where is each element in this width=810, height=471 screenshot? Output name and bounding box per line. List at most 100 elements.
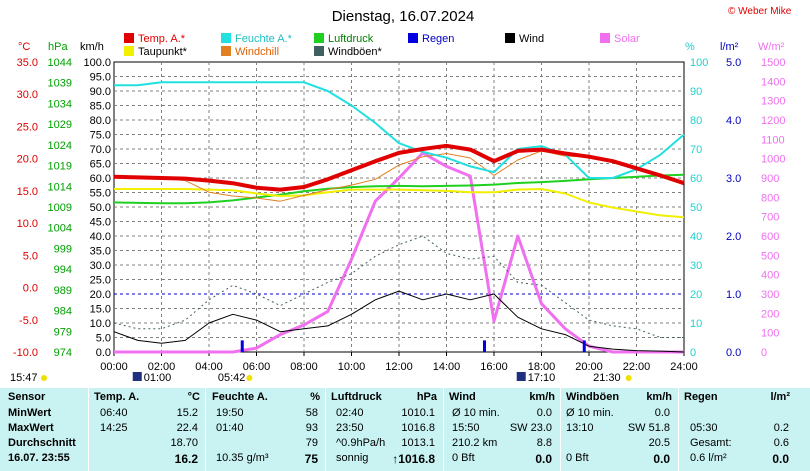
cell-left: 02:40 <box>336 407 364 419</box>
legend-swatch <box>505 33 515 43</box>
header-label: Windböen <box>566 391 620 403</box>
humidity-tick-label: 90 <box>690 86 702 98</box>
rain-tick-label: 3.0 <box>726 173 741 185</box>
wind-tick-label: 55.0 <box>90 188 111 200</box>
pressure-tick-label: 974 <box>54 347 72 359</box>
table-divider <box>325 388 326 471</box>
wind-tick-label: 90.0 <box>90 86 111 98</box>
rain-bar <box>582 340 586 352</box>
humidity-tick-label: 60 <box>690 173 702 185</box>
solar-tick-label: 100 <box>761 328 779 340</box>
humidity-tick-label: 0 <box>690 347 696 359</box>
humidity-axis-unit: % <box>685 41 695 53</box>
rain-tick-label: 2.0 <box>726 231 741 243</box>
cell-left: ^0.9hPa/h <box>336 437 386 449</box>
pressure-tick-label: 1044 <box>48 57 72 69</box>
chart-title: Dienstag, 16.07.2024 <box>332 8 475 25</box>
row-label: MinWert <box>8 407 52 419</box>
cell-value: 1013.1 <box>401 437 435 449</box>
pressure-tick-label: 1024 <box>48 140 72 152</box>
header-unit: hPa <box>416 391 437 403</box>
pressure-tick-label: 1014 <box>48 181 72 193</box>
time-tick-label: 16:00 <box>480 361 508 373</box>
cell-left: 05:30 <box>690 422 718 434</box>
weather-chart: Dienstag, 16.07.2024 © Weber Mike Temp. … <box>10 6 792 384</box>
legend-swatch <box>314 33 324 43</box>
wind-axis-unit: km/h <box>80 41 104 53</box>
header-label: Luftdruck <box>331 391 382 403</box>
temp-tick-label: 30.0 <box>17 89 38 101</box>
table-divider <box>560 388 561 471</box>
cell-value: SW 23.0 <box>509 422 552 434</box>
wind-tick-label: 60.0 <box>90 173 111 185</box>
axis-tick-labels: 35.0 30.0 25.0 20.0 15.0 10.0 5.0 0.0 -5.0 -10.0 1… <box>13 57 786 373</box>
cell-left: Gesamt: <box>690 437 732 449</box>
time-tick-label: 12:00 <box>385 361 413 373</box>
table-header-row: Sensor Temp. A. °C Feuchte A.% Luftdruck hPa W… <box>0 391 810 405</box>
cell-value: 79 <box>305 437 318 449</box>
cell-value: 0.0 <box>654 407 670 419</box>
table-divider <box>205 388 206 471</box>
time-tick-label: 06:00 <box>243 361 271 373</box>
cell-value: 93 <box>305 422 318 434</box>
humidity-tick-label: 20 <box>690 289 702 301</box>
solar-tick-label: 200 <box>761 308 779 320</box>
time-tick-label: 04:00 <box>195 361 223 373</box>
wind-tick-label: 20.0 <box>90 289 111 301</box>
sunrise-icon <box>246 375 253 381</box>
table-row: MinWert 06:40 15.2 19:50 58 02:40 1010.1 Ø 10 m… <box>0 407 810 421</box>
wind-tick-label: 65.0 <box>90 159 111 171</box>
solar-tick-label: 1100 <box>761 134 785 146</box>
cell-left: 10.35 g/m³ <box>216 452 269 464</box>
rain-bar <box>483 340 486 352</box>
pressure-tick-label: 989 <box>54 285 72 297</box>
temp-tick-label: 10.0 <box>17 218 38 230</box>
legend-label: Windböen* <box>328 46 383 58</box>
humidity-tick-label: 30 <box>690 260 702 272</box>
moonrise-icon <box>132 372 142 381</box>
pressure-tick-label: 994 <box>54 264 72 276</box>
wind-tick-label: 80.0 <box>90 115 111 127</box>
series-line-tempa <box>113 143 685 192</box>
cell-value: 75 <box>304 452 318 466</box>
pressure-tick-label: 1039 <box>48 78 72 90</box>
row-label: 16.07. 23:55 <box>8 452 70 464</box>
cell-left: sonnig <box>336 452 369 464</box>
solar-tick-label: 900 <box>761 173 779 185</box>
cell-left: Ø 10 min. <box>452 407 500 419</box>
header-unit: % <box>310 391 320 403</box>
solar-tick-label: 500 <box>761 250 779 262</box>
legend-swatch <box>408 33 418 43</box>
humidity-tick-label: 100 <box>690 57 708 69</box>
legend-label: Regen <box>422 33 454 45</box>
series-line-luftdruck <box>113 173 685 205</box>
row-label: MaxWert <box>8 422 54 434</box>
wind-tick-label: 85.0 <box>90 101 111 113</box>
wind-tick-label: 15.0 <box>90 304 111 316</box>
cell-left: 210.2 km <box>452 437 498 449</box>
legend: Temp. A.* Feuchte A.* Luftdruck Regen Wind So… <box>124 33 640 58</box>
cell-left: 13:10 <box>566 422 594 434</box>
cell-left: Ø 10 min. <box>566 407 614 419</box>
header-unit: l/m² <box>770 391 790 403</box>
table-row: 16.07. 23:55 16.2 10.35 g/m³ 75 sonnig ↑1016.… <box>0 452 810 466</box>
cell-value: 58 <box>305 407 318 419</box>
wind-tick-label: 5.0 <box>96 333 111 345</box>
temp-tick-label: -10.0 <box>13 347 38 359</box>
header-label: Feuchte A. <box>212 391 268 403</box>
series-line-feuchtea <box>114 81 685 179</box>
pressure-tick-label: 979 <box>54 326 72 338</box>
humidity-tick-label: 10 <box>690 318 702 330</box>
humidity-tick-label: 70 <box>690 144 702 156</box>
wind-tick-label: 40.0 <box>90 231 111 243</box>
time-tick-label: 22:00 <box>623 361 651 373</box>
legend-label: Windchill <box>235 46 279 58</box>
solar-tick-label: 1300 <box>761 96 785 108</box>
time-tick-label: 02:00 <box>148 361 176 373</box>
legend-label: Taupunkt* <box>138 46 188 58</box>
cell-value: 8.8 <box>536 437 552 449</box>
solar-tick-label: 0 <box>761 347 767 359</box>
legend-swatch <box>600 33 610 43</box>
header-sensor: Sensor <box>8 391 46 403</box>
table-divider <box>88 388 89 471</box>
